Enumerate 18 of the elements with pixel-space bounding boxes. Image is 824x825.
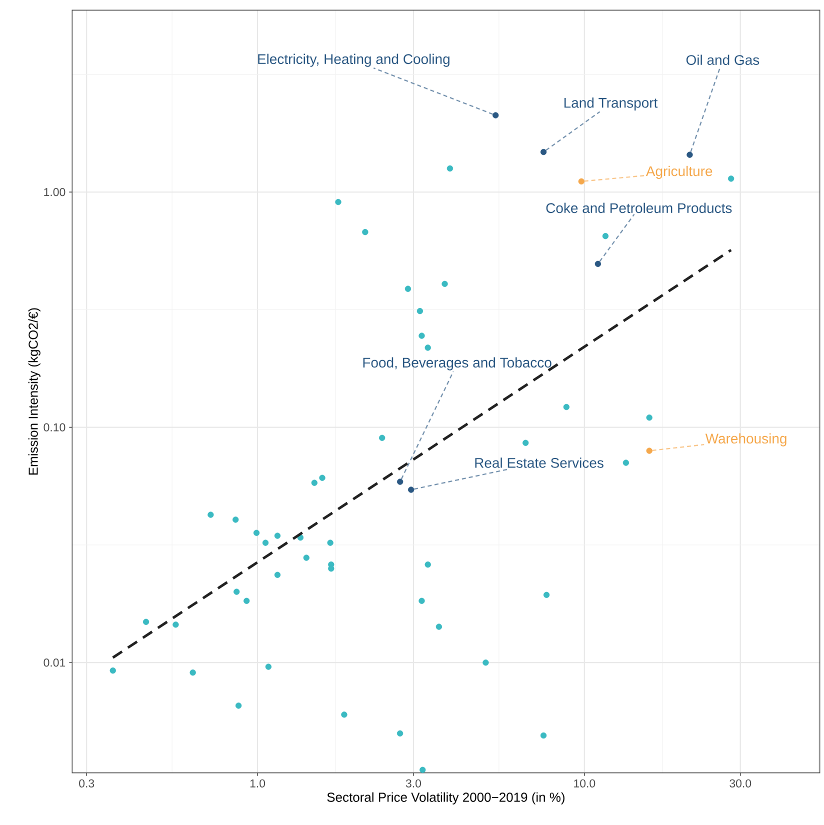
x-tick-label: 30.0 bbox=[730, 779, 752, 788]
y-axis-title: Emission Intensity (kgCO2/€) bbox=[28, 308, 40, 475]
y-tick-label: 0.01 bbox=[44, 658, 66, 667]
text: Warehousing bbox=[705, 433, 786, 446]
x-axis-title: Sectoral Price Volatility 2000−2019 (in %) bbox=[327, 792, 564, 804]
text: Food, Beverages and Tobacco bbox=[363, 357, 552, 370]
text: Electricity, Heating and Cooling bbox=[258, 54, 450, 67]
x-tick-label: 1.0 bbox=[250, 779, 266, 788]
text: Land Transport bbox=[564, 98, 658, 111]
y-tick-label: 1.00 bbox=[44, 188, 66, 196]
y-tick-label: 0.10 bbox=[44, 423, 66, 432]
text: Real Estate Services bbox=[475, 458, 604, 468]
text: Agriculture bbox=[646, 166, 712, 179]
text: Coke and Petroleum Products bbox=[546, 202, 732, 214]
x-tick-label: 3.0 bbox=[406, 779, 422, 788]
x-tick-label: 10.0 bbox=[574, 779, 596, 788]
text: Oil and Gas bbox=[686, 54, 760, 65]
x-tick-label: 0.3 bbox=[79, 779, 94, 788]
